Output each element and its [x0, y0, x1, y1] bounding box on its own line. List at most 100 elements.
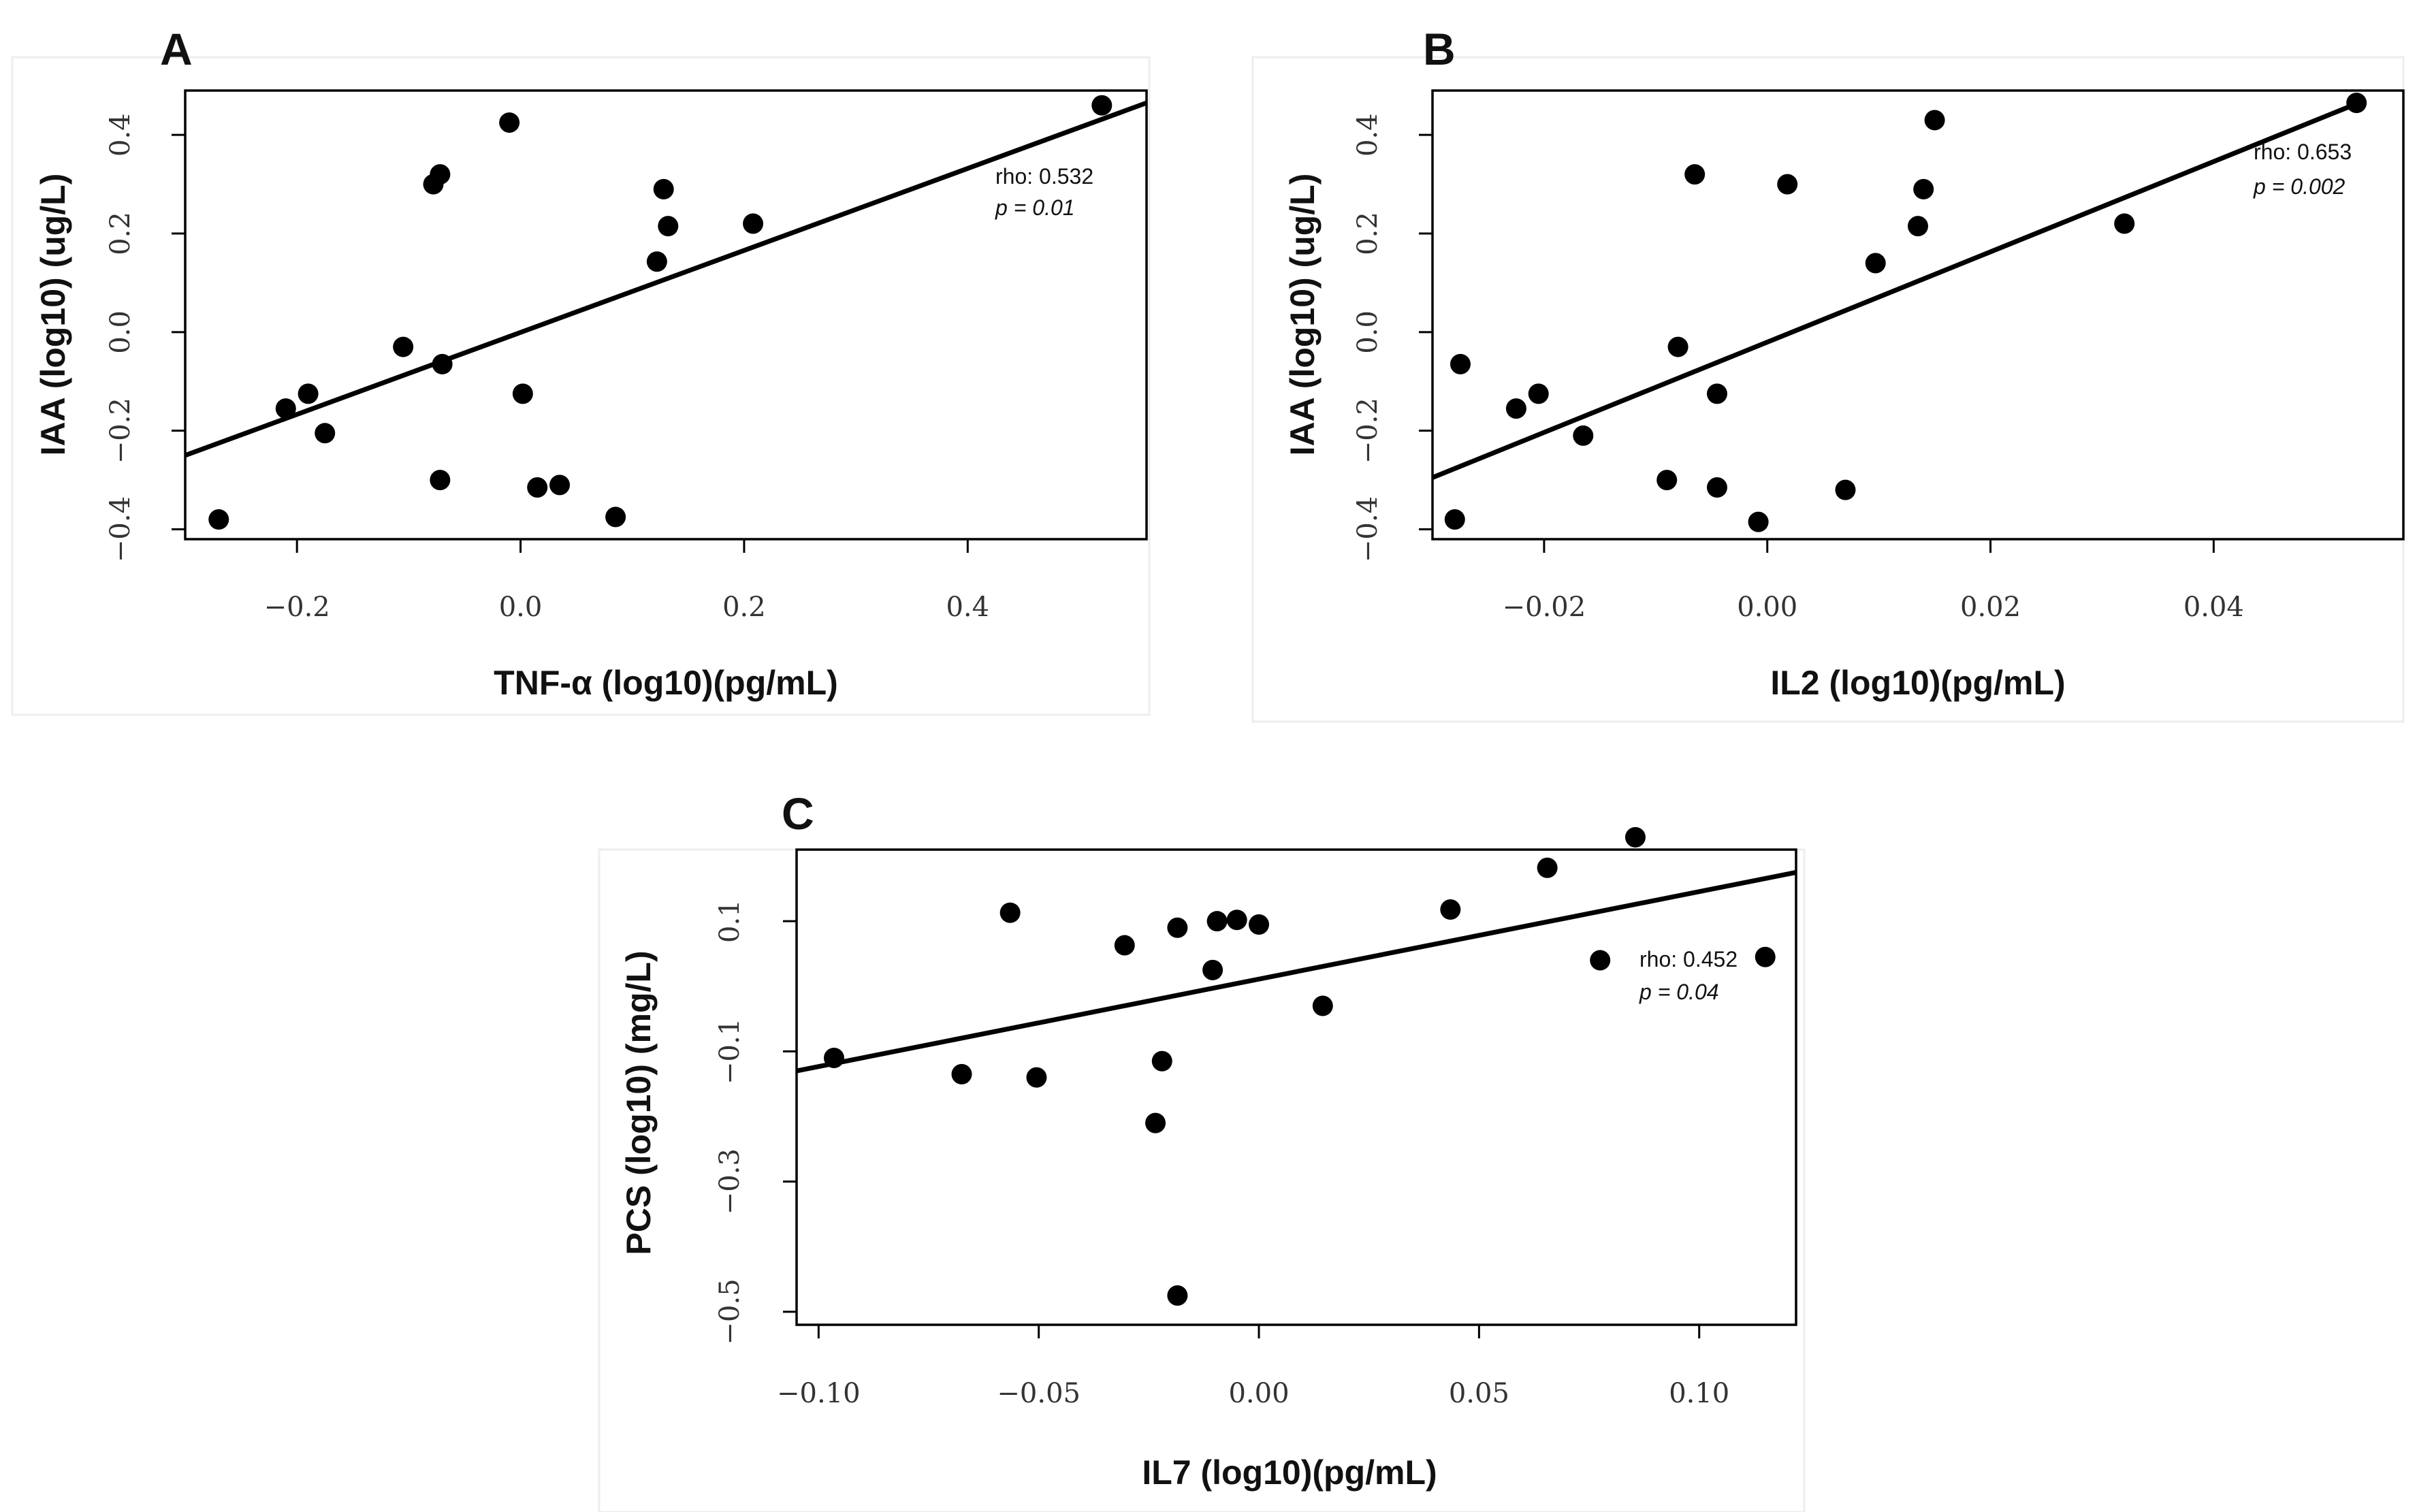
data-point [1151, 1050, 1172, 1072]
data-point [393, 336, 414, 357]
data-point [1748, 511, 1769, 532]
x-tick-label: 0.4 [946, 592, 989, 623]
y-tick-label: −0.5 [714, 1278, 746, 1345]
panel-c-x-axis: −0.10 −0.05 0.00 0.05 0.10 [777, 1325, 1729, 1409]
data-point [646, 251, 667, 272]
panel-b-x-axis: −0.02 0.00 0.02 0.04 [1503, 539, 2244, 623]
data-point [1913, 178, 1934, 199]
x-tick-label: 0.00 [1228, 1378, 1289, 1409]
panel-b-rho: rho: 0.653 [2254, 140, 2352, 164]
data-point [1755, 946, 1776, 967]
data-point [1908, 216, 1928, 237]
x-tick-label: 0.2 [722, 592, 766, 623]
data-point [499, 112, 520, 133]
x-tick-label: 0.00 [1737, 592, 1797, 623]
panel-c-label: C [782, 788, 814, 839]
panel-b-x-label: IL2 (log10)(pg/mL) [1770, 664, 2065, 702]
panel-c-points [823, 826, 1776, 1306]
data-point [1667, 336, 1688, 357]
panel-a-x-axis: −0.2 0.0 0.2 0.4 [264, 539, 989, 623]
data-point [527, 477, 548, 498]
data-point [653, 178, 674, 199]
data-point [208, 509, 229, 530]
data-point [1573, 425, 1594, 446]
data-point [1202, 959, 1223, 980]
y-tick-label: −0.4 [105, 496, 136, 562]
x-tick-label: −0.10 [777, 1378, 861, 1409]
y-tick-label: −0.2 [105, 398, 136, 464]
panel-a-y-axis: −0.4 −0.2 0.0 0.2 0.4 [105, 113, 185, 562]
y-tick-label: 0.2 [105, 212, 136, 255]
data-point [1706, 383, 1727, 404]
panel-c-background [598, 848, 1806, 1512]
panel-a-background [11, 56, 1151, 716]
data-point [298, 383, 319, 404]
panel-a-x-label: TNF-α (log10)(pg/mL) [494, 664, 838, 702]
data-point [1505, 398, 1526, 419]
panel-a-plot-frame [184, 89, 1148, 541]
data-point [605, 506, 626, 528]
data-point [430, 470, 451, 491]
x-tick-label: −0.05 [997, 1378, 1081, 1409]
data-point [1091, 95, 1113, 116]
panel-a-rho: rho: 0.532 [995, 164, 1093, 189]
data-point [1924, 110, 1945, 131]
data-point [1656, 470, 1678, 491]
panel-b-y-axis: −0.4 −0.2 0.0 0.2 0.4 [1352, 113, 1432, 562]
y-tick-label: −0.1 [714, 1018, 746, 1084]
panel-b-y-label: IAA (log10) (ug/L) [1283, 174, 1322, 456]
data-point [999, 902, 1021, 923]
y-tick-label: 0.4 [1352, 113, 1383, 157]
y-tick-label: 0.0 [1352, 310, 1383, 354]
data-point [549, 474, 571, 496]
panel-b-plot-frame [1431, 89, 2405, 541]
x-tick-label: −0.2 [264, 592, 330, 623]
panel-a: A −0.2 0.0 0.2 0.4 −0.4 −0.2 0.0 0.2 0.4 rho: 0… [11, 24, 1151, 716]
panel-a-p-value: p = 0.01 [995, 195, 1075, 220]
x-tick-label: −0.02 [1503, 592, 1586, 623]
data-point [1624, 826, 1646, 848]
data-point [1114, 935, 1135, 956]
data-point [1145, 1112, 1166, 1133]
x-tick-label: 0.0 [499, 592, 543, 623]
y-tick-label: −0.2 [1352, 398, 1383, 464]
y-tick-label: 0.2 [1352, 212, 1383, 255]
panel-c: C −0.10 −0.05 0.00 0.05 0.10 −0.5 −0.3 −0.1 0.1… [598, 788, 1806, 1512]
data-point [1706, 477, 1727, 498]
panel-c-plot-frame [795, 848, 1797, 1326]
panel-a-regression-line [184, 100, 1148, 458]
panel-b-background [1251, 56, 2405, 723]
y-tick-label: 0.0 [105, 310, 136, 354]
panel-b-p-value: p = 0.002 [2253, 174, 2346, 199]
panel-a-label: A [160, 24, 193, 74]
data-point [1444, 509, 1465, 530]
data-point [1865, 253, 1886, 274]
data-point [1528, 383, 1549, 404]
data-point [951, 1063, 972, 1084]
data-point [658, 216, 679, 237]
panel-a-y-label: IAA (log10) (ug/L) [34, 174, 72, 456]
data-point [1537, 857, 1558, 878]
data-point [2346, 93, 2367, 114]
panel-c-x-label: IL7 (log10)(pg/mL) [1142, 1453, 1437, 1492]
y-tick-label: 0.4 [105, 113, 136, 157]
data-point [1226, 910, 1247, 931]
panel-b-regression-line [1431, 100, 2360, 480]
panel-c-regression-line [796, 870, 1797, 1074]
data-point [430, 164, 451, 185]
data-point [823, 1047, 844, 1068]
data-point [2114, 213, 2135, 234]
data-point [743, 213, 764, 234]
panel-c-rho: rho: 0.452 [1639, 947, 1738, 971]
data-point [432, 353, 453, 374]
y-tick-label: −0.3 [714, 1148, 746, 1215]
panel-c-p-value: p = 0.04 [1639, 980, 1719, 1004]
data-point [1167, 917, 1188, 938]
data-point [512, 383, 533, 404]
x-tick-label: 0.02 [1960, 592, 2021, 623]
y-tick-label: −0.4 [1352, 496, 1383, 562]
data-point [1835, 479, 1856, 500]
data-point [1777, 174, 1798, 195]
data-point [275, 398, 296, 419]
